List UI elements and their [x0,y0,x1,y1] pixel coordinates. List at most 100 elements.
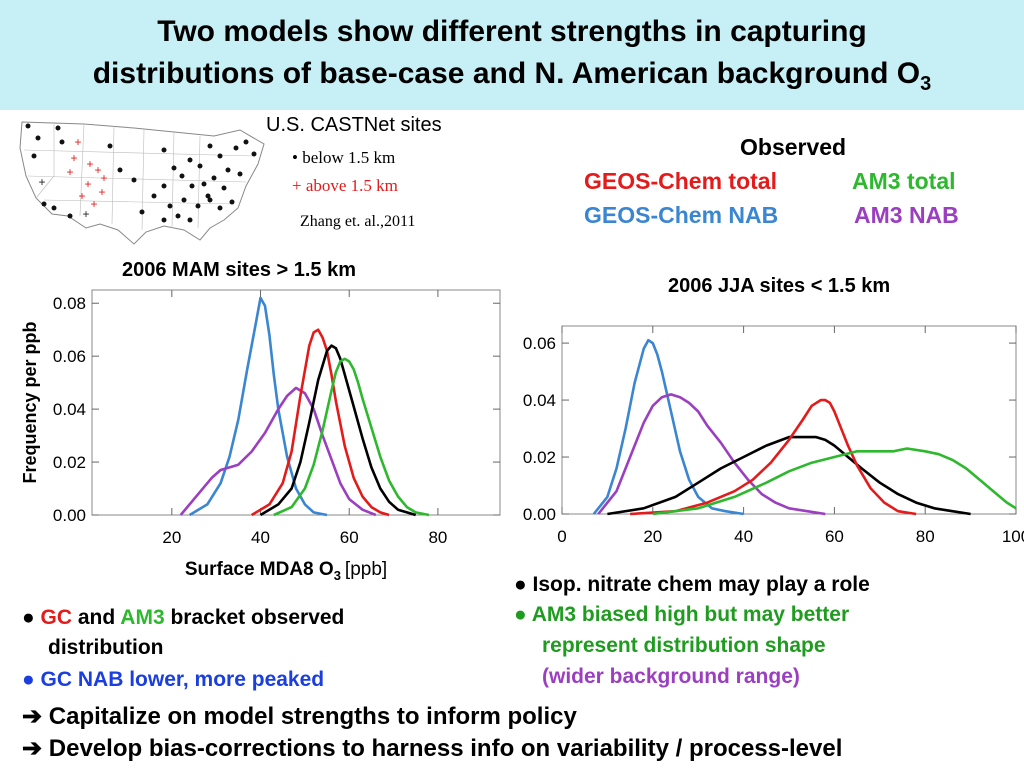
conclusion-2: ➔ Develop bias-corrections to harness in… [22,734,842,763]
us-outline [19,121,265,245]
site-plus: + [94,163,101,177]
site-dot [189,183,195,189]
y-axis-label: Frequency per ppb [20,321,40,483]
x-tick-label: 60 [340,528,359,547]
castnet-map: ++ + ++ +++++++ [19,121,265,245]
site-dot [197,163,203,169]
site-plus: + [38,175,45,189]
sites-below [25,123,257,223]
left-bullet-1-cont: distribution [48,636,164,659]
arrow-right-icon: ➔ [22,703,43,730]
plot-frame [91,289,501,516]
series-line-am3_total [652,447,1017,516]
right-bullet1-text: Isop. nitrate chem may play a role [532,573,870,596]
y-tick-label: 0.02 [523,448,556,467]
right-bullet-1: ● Isop. nitrate chem may play a role [514,573,870,597]
site-dot [217,153,223,159]
right-bullet2-text: AM3 biased high but may better [531,603,850,626]
site-dot [251,151,257,157]
site-dot [187,217,193,223]
map-heading: U.S. CASTNet sites [266,114,442,136]
legend-observed: Observed [740,134,847,160]
site-plus: + [86,157,93,171]
site-dot [51,205,57,211]
map-citation: Zhang et. al.,2011 [300,213,416,230]
site-plus: + [90,197,97,211]
bullet2-text: GC NAB lower, more peaked [40,668,325,691]
map-legend-below: • below 1.5 km [292,148,396,167]
site-dot [167,203,173,209]
legend-gc-nab: GEOS-Chem NAB [584,202,779,228]
site-plus: + [66,165,73,179]
bullet1-rest: bracket observed [170,606,345,629]
conclusion-1: ➔ Capitalize on model strengths to infor… [22,702,577,731]
series-line-am3_nab [179,386,377,517]
site-dot [117,167,123,173]
sites-above: ++ + ++ +++++++ [38,135,107,221]
site-dot [151,193,157,199]
chart2-title: 2006 JJA sites < 1.5 km [668,275,891,297]
site-dot [59,139,65,145]
series-line-gc_total [251,328,390,517]
bullet-dot: ● [22,668,35,691]
y-tick-label: 0.04 [523,391,556,410]
legend-am3-nab: AM3 NAB [854,202,959,228]
chart-jja: 0.00 0.02 0.04 0.06 0 20 40 60 80 100 [523,325,1024,546]
site-dot [55,125,61,131]
site-dot [25,123,31,129]
site-dot [181,197,187,203]
site-dot [237,171,243,177]
site-plus: + [84,177,91,191]
bullet1-and: and [77,606,116,629]
bullet-dot: ● [514,573,527,596]
slide-title-line1: Two models show different strengths in c… [157,15,867,48]
left-bullet-2: ● GC NAB lower, more peaked [22,668,324,692]
plot-frame [561,325,1017,515]
x-tick-label: 100 [1002,527,1024,546]
site-plus: + [78,189,85,203]
site-dot [171,165,177,171]
series-line-observed [259,344,417,517]
y-tick-label: 0.08 [53,294,86,313]
site-plus: + [70,151,77,165]
site-dot [205,193,211,199]
site-dot [131,177,137,183]
site-dot [221,185,227,191]
y-tick-label: 0.04 [53,400,86,419]
state-borders [23,123,255,231]
site-plus: + [82,207,89,221]
site-plus: + [98,185,105,199]
conclusion-2-text: Develop bias-corrections to harness info… [48,735,843,762]
series-line-gc_nab [592,338,744,516]
map-legend-above: + above 1.5 km [292,176,398,195]
right-bullet-2: ● AM3 biased high but may better [514,603,849,627]
site-dot [35,135,41,141]
site-dot [201,181,207,187]
x-tick-label: 40 [734,527,753,546]
site-dot [243,139,249,145]
y-tick-label: 0.06 [523,334,556,353]
site-dot [207,197,213,203]
site-dot [195,203,201,209]
conclusion-1-text: Capitalize on model strengths to inform … [48,703,577,730]
x-tick-label: 20 [162,528,181,547]
site-plus: + [74,135,81,149]
left-bullet-1: ● GC and AM3 bracket observed [22,606,344,630]
slide-title-line2: distributions of base-case and N. Americ… [0,54,1024,104]
right-bullet-3: (wider background range) [542,665,800,688]
bullet-dot: ● [514,603,527,626]
site-dot [107,143,113,149]
site-dot [217,205,223,211]
title-bar: Two models show different strengths in c… [0,0,1024,110]
site-dot [31,153,37,159]
slide-title-subscript: 3 [920,73,932,95]
x-axis-label: Surface MDA8 O3 [ppb] [185,559,387,583]
y-tick-label: 0.00 [53,506,86,525]
slide-title-line2-text: distributions of base-case and N. Americ… [92,57,921,90]
site-dot [41,201,47,207]
bullet1-gc: GC [40,606,73,629]
legend-gc-total: GEOS-Chem total [584,168,777,194]
x-tick-label: 0 [557,527,566,546]
bullet1-am3: AM3 [120,606,165,629]
x-tick-label: 40 [251,528,270,547]
